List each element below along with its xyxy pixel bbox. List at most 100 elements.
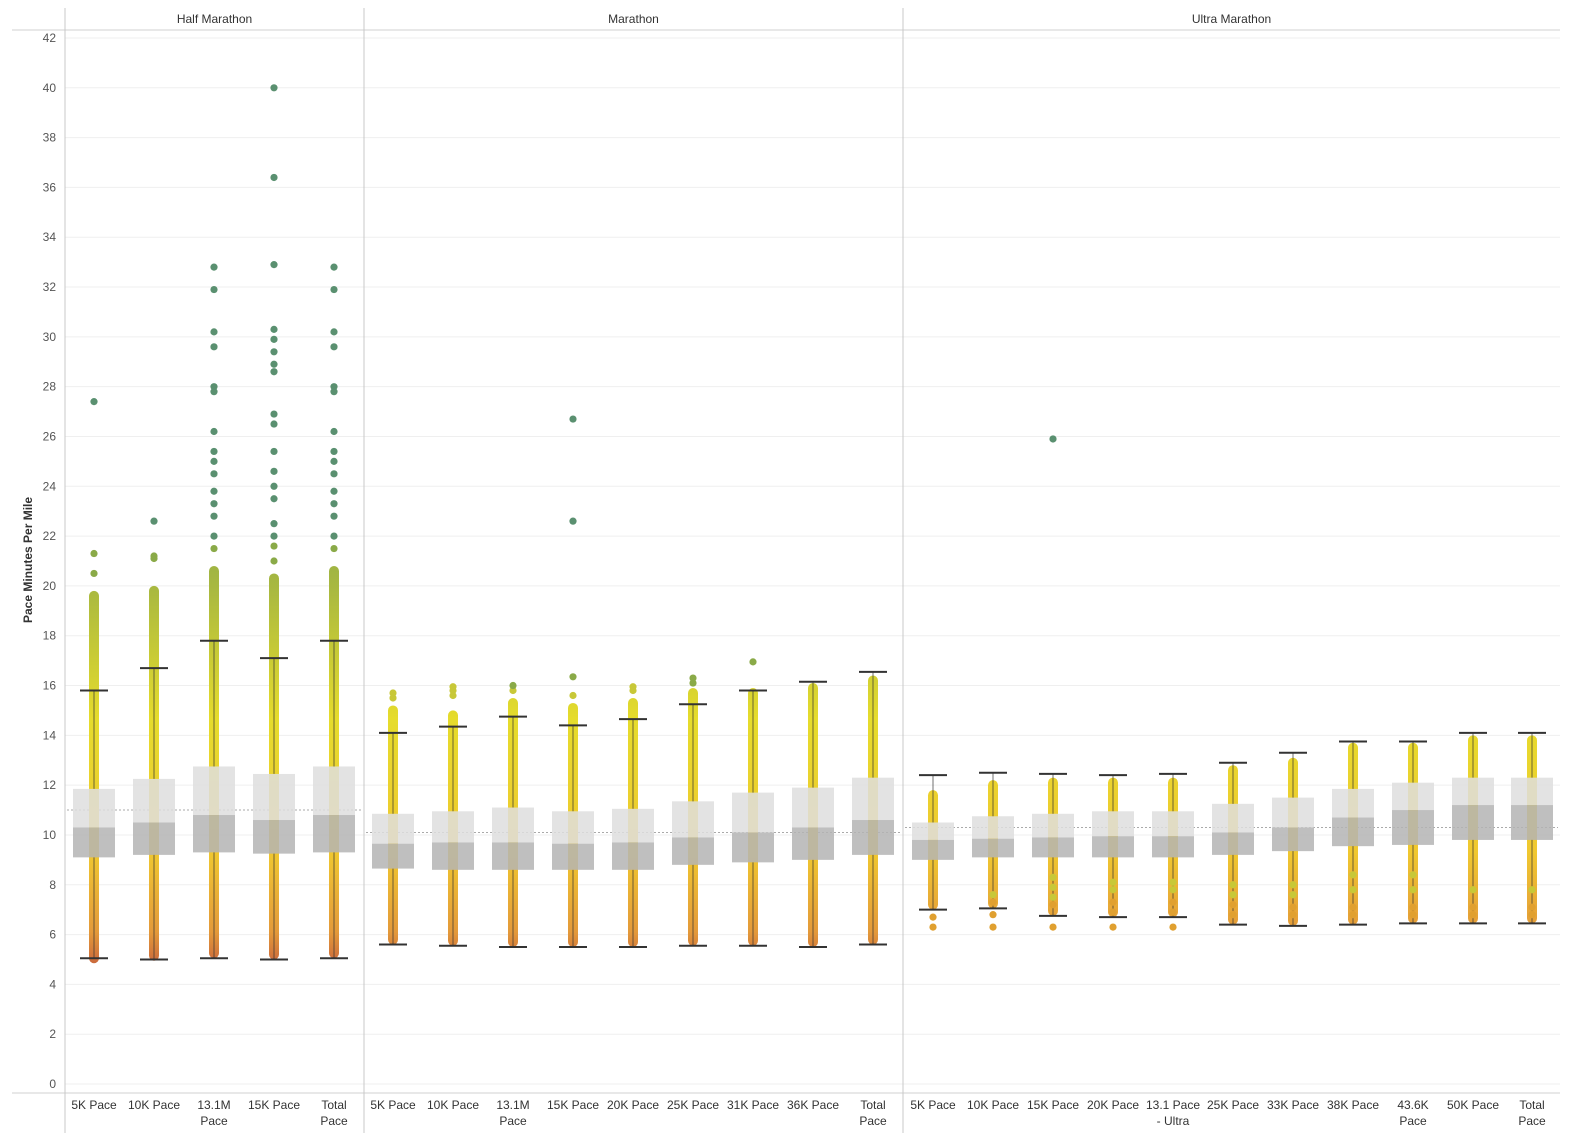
box-upper-quartile (1392, 782, 1434, 811)
outlier-point (389, 689, 397, 697)
x-category-label: 10K Pace (427, 1098, 479, 1112)
box-plot-category (432, 683, 474, 947)
box-plot-category (133, 517, 175, 961)
panel-title: Marathon (608, 12, 659, 26)
outlier-point (210, 285, 218, 294)
box-plot-category (912, 774, 954, 931)
outlier-point (389, 694, 397, 702)
box-lower-quartile (912, 839, 954, 860)
box-plot-category (672, 674, 714, 947)
x-category-label: Pace (499, 1114, 527, 1128)
box-upper-quartile (253, 773, 295, 821)
outlier-point (270, 520, 278, 528)
x-category-label: 5K Pace (370, 1098, 416, 1112)
outlier-point (330, 285, 338, 294)
x-category-label: 13.1M (197, 1098, 230, 1112)
box-upper-quartile (1332, 788, 1374, 818)
box-upper-quartile (1511, 777, 1553, 806)
outlier-point (1049, 893, 1057, 901)
y-tick-label: 10 (43, 828, 57, 842)
outlier-point (989, 891, 997, 899)
outlier-point (90, 549, 98, 558)
outlier-point (569, 673, 577, 681)
outlier-point (210, 512, 218, 520)
y-tick-label: 28 (43, 380, 57, 394)
box-plot-category (1092, 774, 1134, 931)
outlier-point (1229, 901, 1237, 909)
box-upper-quartile (1452, 777, 1494, 806)
outlier-point (270, 84, 278, 92)
x-category-label: Total (321, 1098, 346, 1112)
box-upper-quartile (133, 778, 175, 823)
outlier-point (1169, 908, 1177, 916)
outlier-point (270, 532, 278, 540)
box-lower-quartile (672, 837, 714, 865)
box-plot-category (1272, 751, 1314, 927)
outlier-point (270, 368, 278, 376)
outlier-point (270, 335, 278, 343)
box-upper-quartile (1272, 797, 1314, 828)
outlier-point (449, 691, 457, 700)
outlier-point (270, 467, 278, 475)
outlier-point (270, 173, 278, 182)
y-tick-label: 18 (43, 629, 57, 643)
x-category-label: 5K Pace (910, 1098, 956, 1112)
outlier-point (150, 552, 158, 560)
outlier-point (270, 261, 278, 269)
y-tick-label: 24 (43, 479, 57, 493)
box-upper-quartile (672, 801, 714, 838)
x-category-label: Total (1519, 1098, 1544, 1112)
box-lower-quartile (732, 832, 774, 863)
box-plot-category (732, 658, 774, 947)
outlier-point (90, 398, 98, 406)
y-tick-label: 42 (43, 31, 57, 45)
outlier-point (1289, 903, 1297, 911)
x-category-label: 15K Pace (248, 1098, 300, 1112)
x-category-label: 36K Pace (787, 1098, 839, 1112)
box-lower-quartile (432, 842, 474, 870)
box-lower-quartile (1212, 832, 1254, 855)
outlier-point (1169, 886, 1177, 894)
outlier-point (569, 517, 577, 525)
box-lower-quartile (313, 815, 355, 853)
box-lower-quartile (972, 838, 1014, 858)
box-lower-quartile (193, 815, 235, 853)
outlier-point (929, 923, 937, 931)
outlier-point (1409, 886, 1417, 894)
x-category-label: 13.1 Pace (1146, 1098, 1200, 1112)
x-category-label: Pace (859, 1114, 887, 1128)
box-upper-quartile (313, 766, 355, 816)
outlier-point (1349, 871, 1357, 879)
box-plot-category (1032, 435, 1074, 931)
box-lower-quartile (552, 843, 594, 870)
x-category-label: 15K Pace (547, 1098, 599, 1112)
x-category-label: 50K Pace (1447, 1098, 1499, 1112)
x-category-label: 20K Pace (1087, 1098, 1139, 1112)
y-tick-label: 36 (43, 180, 57, 194)
outlier-point (1289, 891, 1297, 899)
y-tick-label: 26 (43, 429, 57, 443)
outlier-point (90, 569, 98, 578)
box-lower-quartile (73, 827, 115, 858)
outlier-point (330, 263, 338, 271)
outlier-point (1109, 898, 1117, 906)
x-category-label: 25K Pace (667, 1098, 719, 1112)
y-tick-label: 20 (43, 579, 57, 593)
box-lower-quartile (1092, 836, 1134, 858)
outlier-point (1409, 903, 1417, 911)
outlier-point (330, 532, 338, 540)
box-upper-quartile (912, 822, 954, 840)
outlier-point (270, 360, 278, 368)
outlier-point (330, 457, 338, 465)
box-upper-quartile (432, 811, 474, 843)
box-plot-category (552, 415, 594, 949)
outlier-point (270, 495, 278, 503)
outlier-point (330, 427, 338, 436)
box-lower-quartile (1452, 805, 1494, 840)
x-category-label: 20K Pace (607, 1098, 659, 1112)
outlier-point (569, 415, 577, 423)
box-upper-quartile (73, 788, 115, 828)
outlier-point (989, 911, 997, 919)
outlier-point (1289, 881, 1297, 889)
outlier-point (210, 383, 218, 391)
